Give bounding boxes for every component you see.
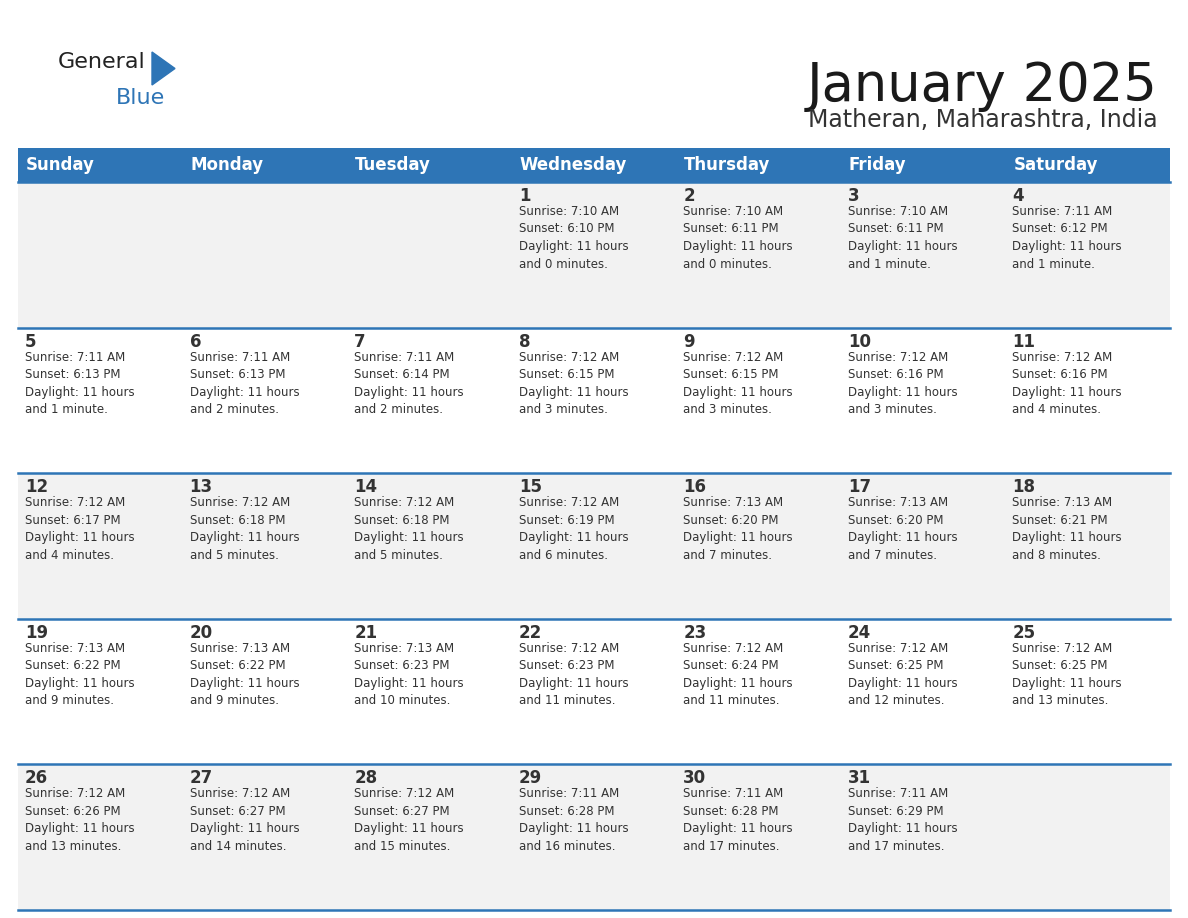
- Text: Sunrise: 7:13 AM
Sunset: 6:20 PM
Daylight: 11 hours
and 7 minutes.: Sunrise: 7:13 AM Sunset: 6:20 PM Dayligh…: [683, 497, 792, 562]
- Text: Sunrise: 7:11 AM
Sunset: 6:28 PM
Daylight: 11 hours
and 16 minutes.: Sunrise: 7:11 AM Sunset: 6:28 PM Dayligh…: [519, 788, 628, 853]
- Text: 24: 24: [848, 624, 871, 642]
- Text: Sunrise: 7:12 AM
Sunset: 6:15 PM
Daylight: 11 hours
and 3 minutes.: Sunrise: 7:12 AM Sunset: 6:15 PM Dayligh…: [683, 351, 792, 416]
- Text: 30: 30: [683, 769, 707, 788]
- Text: Sunrise: 7:12 AM
Sunset: 6:24 PM
Daylight: 11 hours
and 11 minutes.: Sunrise: 7:12 AM Sunset: 6:24 PM Dayligh…: [683, 642, 792, 707]
- Text: 28: 28: [354, 769, 378, 788]
- Text: Sunrise: 7:12 AM
Sunset: 6:25 PM
Daylight: 11 hours
and 12 minutes.: Sunrise: 7:12 AM Sunset: 6:25 PM Dayligh…: [848, 642, 958, 707]
- Bar: [18, 328, 1170, 473]
- Text: 22: 22: [519, 624, 542, 642]
- Text: Sunrise: 7:10 AM
Sunset: 6:11 PM
Daylight: 11 hours
and 1 minute.: Sunrise: 7:10 AM Sunset: 6:11 PM Dayligh…: [848, 205, 958, 271]
- Text: Saturday: Saturday: [1013, 156, 1098, 174]
- Text: 2: 2: [683, 187, 695, 205]
- Text: Friday: Friday: [849, 156, 906, 174]
- Text: 8: 8: [519, 332, 530, 351]
- Text: 9: 9: [683, 332, 695, 351]
- Text: Sunrise: 7:11 AM
Sunset: 6:13 PM
Daylight: 11 hours
and 1 minute.: Sunrise: 7:11 AM Sunset: 6:13 PM Dayligh…: [25, 351, 134, 416]
- Text: Sunrise: 7:12 AM
Sunset: 6:18 PM
Daylight: 11 hours
and 5 minutes.: Sunrise: 7:12 AM Sunset: 6:18 PM Dayligh…: [354, 497, 463, 562]
- Text: Sunrise: 7:13 AM
Sunset: 6:22 PM
Daylight: 11 hours
and 9 minutes.: Sunrise: 7:13 AM Sunset: 6:22 PM Dayligh…: [25, 642, 134, 707]
- Bar: [18, 619, 1170, 765]
- Text: 16: 16: [683, 478, 707, 497]
- Text: Sunrise: 7:13 AM
Sunset: 6:22 PM
Daylight: 11 hours
and 9 minutes.: Sunrise: 7:13 AM Sunset: 6:22 PM Dayligh…: [190, 642, 299, 707]
- Text: Thursday: Thursday: [684, 156, 771, 174]
- Bar: [18, 473, 1170, 619]
- Text: Sunrise: 7:12 AM
Sunset: 6:18 PM
Daylight: 11 hours
and 5 minutes.: Sunrise: 7:12 AM Sunset: 6:18 PM Dayligh…: [190, 497, 299, 562]
- Text: Sunrise: 7:12 AM
Sunset: 6:23 PM
Daylight: 11 hours
and 11 minutes.: Sunrise: 7:12 AM Sunset: 6:23 PM Dayligh…: [519, 642, 628, 707]
- Text: 29: 29: [519, 769, 542, 788]
- Text: 12: 12: [25, 478, 49, 497]
- Text: Sunrise: 7:11 AM
Sunset: 6:29 PM
Daylight: 11 hours
and 17 minutes.: Sunrise: 7:11 AM Sunset: 6:29 PM Dayligh…: [848, 788, 958, 853]
- Text: 23: 23: [683, 624, 707, 642]
- Text: 26: 26: [25, 769, 49, 788]
- Text: Sunrise: 7:12 AM
Sunset: 6:17 PM
Daylight: 11 hours
and 4 minutes.: Sunrise: 7:12 AM Sunset: 6:17 PM Dayligh…: [25, 497, 134, 562]
- Text: 1: 1: [519, 187, 530, 205]
- Text: 31: 31: [848, 769, 871, 788]
- Text: 14: 14: [354, 478, 378, 497]
- Text: 3: 3: [848, 187, 859, 205]
- Text: 5: 5: [25, 332, 37, 351]
- Text: Sunrise: 7:13 AM
Sunset: 6:20 PM
Daylight: 11 hours
and 7 minutes.: Sunrise: 7:13 AM Sunset: 6:20 PM Dayligh…: [848, 497, 958, 562]
- Text: Sunrise: 7:11 AM
Sunset: 6:28 PM
Daylight: 11 hours
and 17 minutes.: Sunrise: 7:11 AM Sunset: 6:28 PM Dayligh…: [683, 788, 792, 853]
- Text: 18: 18: [1012, 478, 1036, 497]
- Text: January 2025: January 2025: [807, 60, 1158, 112]
- Text: 19: 19: [25, 624, 49, 642]
- Text: Blue: Blue: [116, 88, 165, 108]
- Text: Sunrise: 7:11 AM
Sunset: 6:13 PM
Daylight: 11 hours
and 2 minutes.: Sunrise: 7:11 AM Sunset: 6:13 PM Dayligh…: [190, 351, 299, 416]
- Polygon shape: [152, 52, 175, 85]
- Text: Wednesday: Wednesday: [519, 156, 627, 174]
- Text: 10: 10: [848, 332, 871, 351]
- Text: Sunday: Sunday: [26, 156, 95, 174]
- Text: Sunrise: 7:11 AM
Sunset: 6:14 PM
Daylight: 11 hours
and 2 minutes.: Sunrise: 7:11 AM Sunset: 6:14 PM Dayligh…: [354, 351, 463, 416]
- Bar: [18, 148, 1170, 182]
- Text: 17: 17: [848, 478, 871, 497]
- Text: 4: 4: [1012, 187, 1024, 205]
- Text: Sunrise: 7:12 AM
Sunset: 6:27 PM
Daylight: 11 hours
and 14 minutes.: Sunrise: 7:12 AM Sunset: 6:27 PM Dayligh…: [190, 788, 299, 853]
- Text: General: General: [58, 52, 146, 72]
- Text: Sunrise: 7:12 AM
Sunset: 6:25 PM
Daylight: 11 hours
and 13 minutes.: Sunrise: 7:12 AM Sunset: 6:25 PM Dayligh…: [1012, 642, 1121, 707]
- Text: Sunrise: 7:12 AM
Sunset: 6:16 PM
Daylight: 11 hours
and 4 minutes.: Sunrise: 7:12 AM Sunset: 6:16 PM Dayligh…: [1012, 351, 1121, 416]
- Text: Sunrise: 7:12 AM
Sunset: 6:15 PM
Daylight: 11 hours
and 3 minutes.: Sunrise: 7:12 AM Sunset: 6:15 PM Dayligh…: [519, 351, 628, 416]
- Text: Sunrise: 7:13 AM
Sunset: 6:21 PM
Daylight: 11 hours
and 8 minutes.: Sunrise: 7:13 AM Sunset: 6:21 PM Dayligh…: [1012, 497, 1121, 562]
- Text: 11: 11: [1012, 332, 1036, 351]
- Bar: [18, 182, 1170, 328]
- Text: Tuesday: Tuesday: [355, 156, 431, 174]
- Text: 21: 21: [354, 624, 378, 642]
- Text: 6: 6: [190, 332, 201, 351]
- Text: 20: 20: [190, 624, 213, 642]
- Text: 25: 25: [1012, 624, 1036, 642]
- Text: Sunrise: 7:12 AM
Sunset: 6:16 PM
Daylight: 11 hours
and 3 minutes.: Sunrise: 7:12 AM Sunset: 6:16 PM Dayligh…: [848, 351, 958, 416]
- Text: Sunrise: 7:12 AM
Sunset: 6:27 PM
Daylight: 11 hours
and 15 minutes.: Sunrise: 7:12 AM Sunset: 6:27 PM Dayligh…: [354, 788, 463, 853]
- Text: Monday: Monday: [190, 156, 264, 174]
- Text: Sunrise: 7:10 AM
Sunset: 6:11 PM
Daylight: 11 hours
and 0 minutes.: Sunrise: 7:10 AM Sunset: 6:11 PM Dayligh…: [683, 205, 792, 271]
- Text: Sunrise: 7:10 AM
Sunset: 6:10 PM
Daylight: 11 hours
and 0 minutes.: Sunrise: 7:10 AM Sunset: 6:10 PM Dayligh…: [519, 205, 628, 271]
- Text: Sunrise: 7:13 AM
Sunset: 6:23 PM
Daylight: 11 hours
and 10 minutes.: Sunrise: 7:13 AM Sunset: 6:23 PM Dayligh…: [354, 642, 463, 707]
- Text: 27: 27: [190, 769, 213, 788]
- Bar: [18, 765, 1170, 910]
- Text: Sunrise: 7:12 AM
Sunset: 6:26 PM
Daylight: 11 hours
and 13 minutes.: Sunrise: 7:12 AM Sunset: 6:26 PM Dayligh…: [25, 788, 134, 853]
- Text: Sunrise: 7:12 AM
Sunset: 6:19 PM
Daylight: 11 hours
and 6 minutes.: Sunrise: 7:12 AM Sunset: 6:19 PM Dayligh…: [519, 497, 628, 562]
- Text: Matheran, Maharashtra, India: Matheran, Maharashtra, India: [808, 108, 1158, 132]
- Text: 13: 13: [190, 478, 213, 497]
- Text: 7: 7: [354, 332, 366, 351]
- Text: 15: 15: [519, 478, 542, 497]
- Text: Sunrise: 7:11 AM
Sunset: 6:12 PM
Daylight: 11 hours
and 1 minute.: Sunrise: 7:11 AM Sunset: 6:12 PM Dayligh…: [1012, 205, 1121, 271]
